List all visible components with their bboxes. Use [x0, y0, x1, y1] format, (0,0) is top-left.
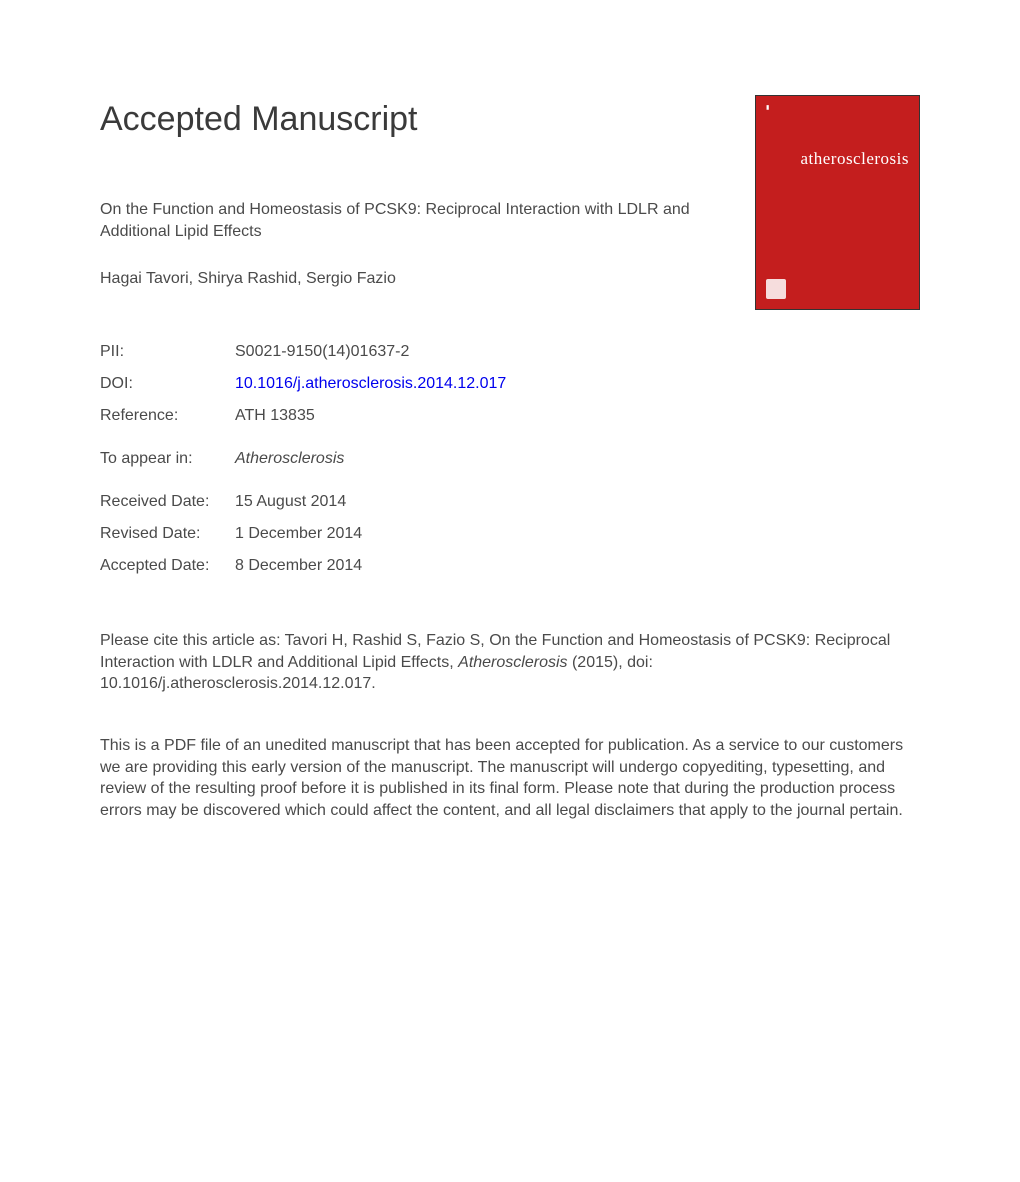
disclaimer-paragraph: This is a PDF file of an unedited manusc…: [100, 735, 920, 821]
meta-row-pii: PII: S0021-9150(14)01637-2: [100, 336, 506, 368]
cover-subtitle: [766, 171, 909, 177]
citation-paragraph: Please cite this article as: Tavori H, R…: [100, 630, 920, 695]
meta-row-revised: Revised Date: 1 December 2014: [100, 518, 506, 550]
cover-footer-text: [908, 293, 909, 299]
meta-row-doi: DOI: 10.1016/j.atherosclerosis.2014.12.0…: [100, 368, 506, 400]
cover-journal-title: atherosclerosis: [766, 149, 909, 169]
meta-row-to-appear: To appear in: Atherosclerosis: [100, 432, 506, 475]
cover-logos-row: [766, 279, 909, 299]
citation-journal: Atherosclerosis: [458, 654, 567, 671]
publisher-mark-icon: ▮: [766, 104, 769, 111]
cover-top-row: ▮: [766, 104, 909, 111]
metadata-table: PII: S0021-9150(14)01637-2 DOI: 10.1016/…: [100, 336, 506, 582]
meta-row-received: Received Date: 15 August 2014: [100, 475, 506, 518]
meta-row-reference: Reference: ATH 13835: [100, 400, 506, 432]
meta-value: ATH 13835: [235, 400, 506, 432]
meta-label: PII:: [100, 336, 235, 368]
manuscript-cover-page: Accepted Manuscript ▮ atherosclerosis On…: [0, 0, 1020, 881]
meta-value: 8 December 2014: [235, 550, 506, 582]
meta-label: DOI:: [100, 368, 235, 400]
meta-value: 15 August 2014: [235, 475, 506, 518]
meta-label: Reference:: [100, 400, 235, 432]
meta-label: Accepted Date:: [100, 550, 235, 582]
meta-value: S0021-9150(14)01637-2: [235, 336, 506, 368]
meta-label: To appear in:: [100, 432, 235, 475]
meta-label: Revised Date:: [100, 518, 235, 550]
cover-issue-text: [907, 104, 909, 111]
meta-row-accepted: Accepted Date: 8 December 2014: [100, 550, 506, 582]
meta-label: Received Date:: [100, 475, 235, 518]
meta-value: 1 December 2014: [235, 518, 506, 550]
doi-link[interactable]: 10.1016/j.atherosclerosis.2014.12.017: [235, 375, 506, 392]
meta-value-journal: Atherosclerosis: [235, 432, 506, 475]
society-logo-icon: [766, 279, 786, 299]
journal-cover-thumbnail: ▮ atherosclerosis: [755, 95, 920, 310]
article-title: On the Function and Homeostasis of PCSK9…: [100, 199, 740, 242]
